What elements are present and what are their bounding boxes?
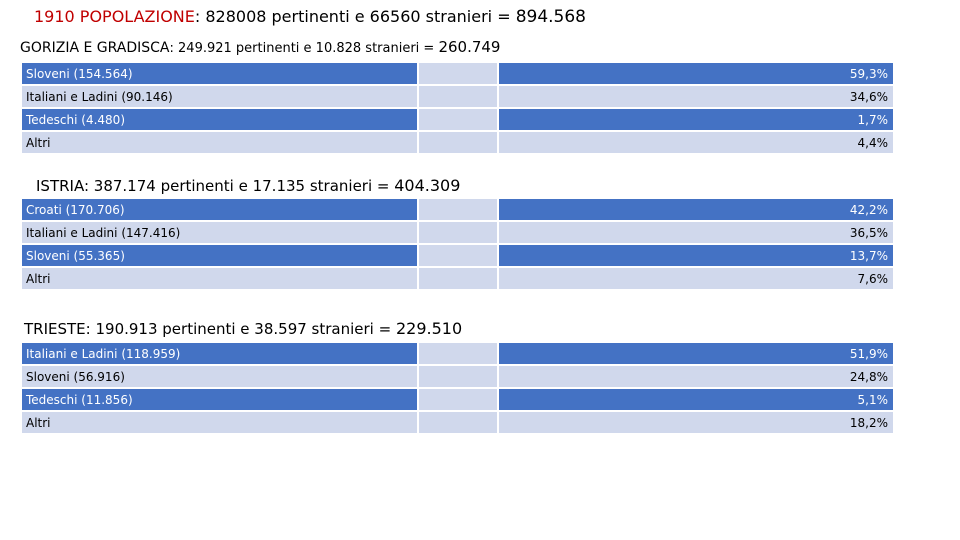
percent-cell: 42,2% <box>497 197 895 222</box>
section-title-istria: ISTRIA: 387.174 pertinenti e 17.135 stra… <box>36 176 460 195</box>
table-row: Italiani e Ladini (118.959) 51,9% <box>20 341 895 366</box>
group-cell: Sloveni (56.916) <box>20 364 419 389</box>
percent-cell: 1,7% <box>497 107 895 132</box>
section-total: 260.749 <box>438 38 501 56</box>
section-title-trieste: TRIESTE: 190.913 pertinenti e 38.597 str… <box>24 319 462 338</box>
section-text: : 387.174 pertinenti e 17.135 stranieri … <box>83 177 395 195</box>
section-text: : 249.921 pertinenti e 10.828 stranieri … <box>169 41 439 56</box>
blank-cell <box>417 387 499 412</box>
percent-cell: 5,1% <box>497 387 895 412</box>
group-cell: Sloveni (154.564) <box>20 61 419 86</box>
group-cell: Italiani e Ladini (118.959) <box>20 341 419 366</box>
table-row: Altri 7,6% <box>20 266 895 291</box>
main-title-text: : 828008 pertinenti e 66560 stranieri = <box>194 7 516 26</box>
section-name: TRIESTE <box>24 320 86 338</box>
group-cell: Italiani e Ladini (90.146) <box>20 84 419 109</box>
percent-cell: 51,9% <box>497 341 895 366</box>
section-total: 229.510 <box>395 319 463 338</box>
main-title: 1910 POPOLAZIONE: 828008 pertinenti e 66… <box>34 7 586 27</box>
blank-cell <box>417 197 499 222</box>
blank-cell <box>417 107 499 132</box>
table-row: Sloveni (56.916) 24,8% <box>20 364 895 389</box>
blank-cell <box>417 130 499 155</box>
main-title-total: 894.568 <box>515 7 586 27</box>
percent-cell: 34,6% <box>497 84 895 109</box>
percent-cell: 18,2% <box>497 410 895 435</box>
table-row: Croati (170.706) 42,2% <box>20 197 895 222</box>
blank-cell <box>417 266 499 291</box>
table-istria: Croati (170.706) 42,2% Italiani e Ladini… <box>20 197 895 291</box>
table-row: Sloveni (55.365) 13,7% <box>20 243 895 268</box>
blank-cell <box>417 220 499 245</box>
group-cell: Italiani e Ladini (147.416) <box>20 220 419 245</box>
blank-cell <box>417 364 499 389</box>
group-cell: Tedeschi (4.480) <box>20 107 419 132</box>
section-name: ISTRIA <box>36 177 84 195</box>
group-cell: Altri <box>20 410 419 435</box>
blank-cell <box>417 61 499 86</box>
table-row: Tedeschi (4.480) 1,7% <box>20 107 895 132</box>
blank-cell <box>417 341 499 366</box>
table-row: Tedeschi (11.856) 5,1% <box>20 387 895 412</box>
table-trieste: Italiani e Ladini (118.959) 51,9% Sloven… <box>20 341 895 435</box>
table-row: Altri 4,4% <box>20 130 895 155</box>
percent-cell: 24,8% <box>497 364 895 389</box>
percent-cell: 36,5% <box>497 220 895 245</box>
table-row: Italiani e Ladini (147.416) 36,5% <box>20 220 895 245</box>
main-title-label: 1910 POPOLAZIONE <box>34 7 195 26</box>
section-total: 404.309 <box>394 176 461 195</box>
group-cell: Altri <box>20 130 419 155</box>
blank-cell <box>417 243 499 268</box>
blank-cell <box>417 410 499 435</box>
group-cell: Sloveni (55.365) <box>20 243 419 268</box>
group-cell: Altri <box>20 266 419 291</box>
percent-cell: 59,3% <box>497 61 895 86</box>
percent-cell: 13,7% <box>497 243 895 268</box>
section-text: : 190.913 pertinenti e 38.597 stranieri … <box>85 320 396 338</box>
table-row: Italiani e Ladini (90.146) 34,6% <box>20 84 895 109</box>
section-title-gorizia: GORIZIA E GRADISCA: 249.921 pertinenti e… <box>20 38 500 56</box>
group-cell: Croati (170.706) <box>20 197 419 222</box>
blank-cell <box>417 84 499 109</box>
table-gorizia: Sloveni (154.564) 59,3% Italiani e Ladin… <box>20 61 895 155</box>
table-row: Sloveni (154.564) 59,3% <box>20 61 895 86</box>
percent-cell: 7,6% <box>497 266 895 291</box>
percent-cell: 4,4% <box>497 130 895 155</box>
section-name: GORIZIA E GRADISCA <box>20 40 170 56</box>
group-cell: Tedeschi (11.856) <box>20 387 419 412</box>
table-row: Altri 18,2% <box>20 410 895 435</box>
